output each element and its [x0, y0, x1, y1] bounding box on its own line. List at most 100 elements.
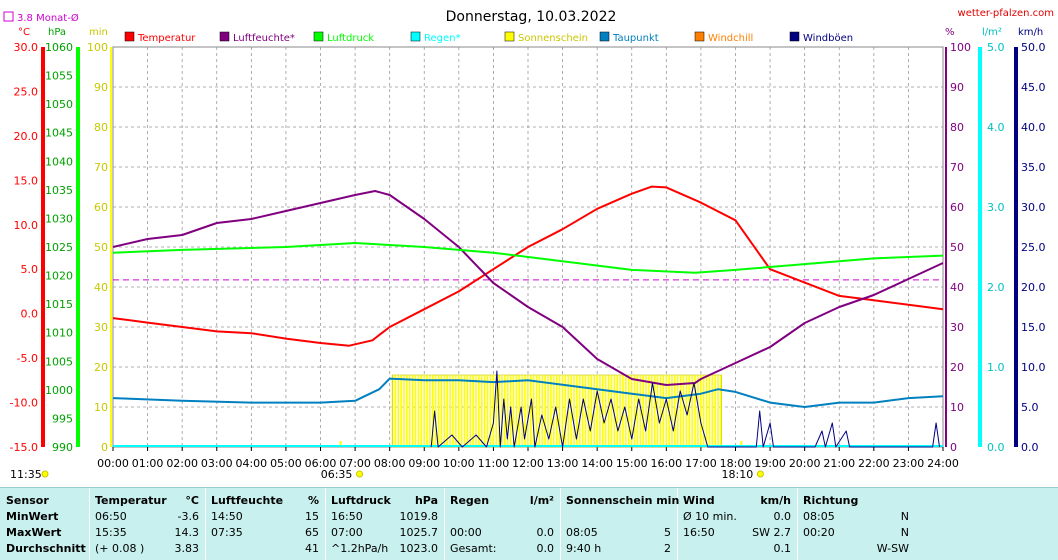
min-tick-6: 40 [94, 281, 108, 294]
press-tick-8: 1020 [45, 270, 73, 283]
temp-tick-5: 5.0 [21, 263, 39, 276]
x-tick-19: 19:00 [754, 457, 786, 470]
min-tick-7: 30 [94, 321, 108, 334]
temp-tick-0: 30.0 [14, 41, 39, 54]
min-tick-1: 90 [94, 81, 108, 94]
temp-tick-2: 20.0 [14, 130, 39, 143]
x-tick-21: 21:00 [823, 457, 855, 470]
legend-label-1: Luftfeuchte* [233, 33, 295, 44]
stats-cell-time: 00:00 [450, 526, 482, 539]
unit-temp: °C [18, 27, 30, 38]
rain-tick-1: 4.0 [987, 121, 1005, 134]
stats-cell-value: 2 [664, 542, 671, 555]
stats-unit-3: hPa [414, 494, 438, 507]
press-tick-12: 1000 [45, 384, 73, 397]
unit-hum: % [945, 27, 955, 38]
legend-swatch-5 [599, 31, 610, 42]
min-tick-4: 60 [94, 201, 108, 214]
x-tick-20: 20:00 [789, 457, 821, 470]
series-line-3 [112, 377, 944, 408]
press-tick-2: 1050 [45, 98, 73, 111]
x-tick-6: 06:00 [305, 457, 337, 470]
press-tick-13: 995 [52, 412, 73, 425]
wind-tick-4: 30.0 [1021, 201, 1046, 214]
wind-tick-3: 35.0 [1021, 161, 1046, 174]
x-tick-12: 12:00 [512, 457, 544, 470]
wind-axis-bar [1014, 47, 1018, 447]
stats-cell-value: W-SW [876, 542, 909, 555]
stats-unit-1: °C [185, 494, 199, 507]
hum-tick-8: 20 [950, 361, 964, 374]
stats-cell-value: N [900, 510, 909, 523]
x-tick-22: 22:00 [858, 457, 890, 470]
x-tick-11: 11:00 [478, 457, 510, 470]
stats-row-label-1: MaxWert [6, 526, 62, 539]
x-tick-9: 09:00 [408, 457, 440, 470]
hum-tick-6: 40 [950, 281, 964, 294]
unit-rain: l/m² [982, 27, 1002, 38]
hum-tick-4: 60 [950, 201, 964, 214]
sun-icon-1 [756, 470, 764, 478]
weather-chart: Donnerstag, 10.03.2022 wetter-pfalzen.co… [3, 8, 1054, 481]
hum-tick-3: 70 [950, 161, 964, 174]
wind-tick-5: 25.0 [1021, 241, 1046, 254]
min-tick-3: 70 [94, 161, 108, 174]
stats-cell-value: 65 [305, 526, 319, 539]
sun-mark-label-1: 18:10 [722, 468, 754, 481]
stats-column-3 [325, 488, 444, 560]
unit-press: hPa [48, 27, 66, 38]
legend-label-5: Taupunkt [612, 33, 659, 44]
wind-tick-9: 5.0 [1021, 401, 1039, 414]
stats-header-6: Wind [683, 494, 715, 507]
press-tick-6: 1030 [45, 212, 73, 225]
stats-cell-time: 16:50 [331, 510, 363, 523]
statistics-table: Sensor Temperatur °C Luftfeuchte% Luftdruck h… [0, 487, 1058, 560]
x-tick-7: 07:00 [339, 457, 371, 470]
press-tick-5: 1035 [45, 184, 73, 197]
temp-tick-7: -5.0 [17, 352, 38, 365]
stats-cell-value: 41 [305, 542, 319, 555]
x-tick-1: 01:00 [132, 457, 164, 470]
stats-cell-time: 14:50 [211, 510, 243, 523]
stats-cell-time: 08:05 [803, 510, 835, 523]
wind-tick-10: 0.0 [1021, 441, 1039, 454]
stats-column-7 [797, 488, 915, 560]
x-tick-5: 05:00 [270, 457, 302, 470]
x-tick-8: 08:00 [374, 457, 406, 470]
press-tick-9: 1015 [45, 298, 73, 311]
rain-tick-4: 1.0 [987, 361, 1005, 374]
x-tick-18: 18:00 [720, 457, 752, 470]
legend-label-6: Windchill [708, 33, 753, 44]
legend-label-2: Luftdruck [327, 33, 374, 44]
legend-swatch-1 [219, 31, 230, 42]
press-tick-3: 1045 [45, 127, 73, 140]
temp-tick-9: -15.0 [10, 441, 38, 454]
x-tick-13: 13:00 [547, 457, 579, 470]
stats-column-2 [205, 488, 325, 560]
stats-cell-value: 1025.7 [399, 526, 439, 539]
wind-tick-6: 20.0 [1021, 281, 1046, 294]
rain-tick-3: 2.0 [987, 281, 1005, 294]
temp-tick-1: 25.0 [14, 85, 39, 98]
press-tick-7: 1025 [45, 241, 73, 254]
stats-cell-value: 0.0 [536, 526, 555, 539]
site-name[interactable]: wetter-pfalzen.com [958, 8, 1054, 19]
stats-header-4: Regen [450, 494, 490, 507]
hum-tick-7: 30 [950, 321, 964, 334]
stats-cell-time: 08:05 [566, 526, 598, 539]
rain-tick-0: 5.0 [987, 41, 1005, 54]
series-line-4 [430, 370, 940, 448]
legend-label-7: Windböen [803, 33, 853, 44]
stats-column-5 [560, 488, 677, 560]
temp-tick-6: 0.0 [21, 308, 39, 321]
stats-header-7: Richtung [803, 494, 859, 507]
rain-tick-2: 3.0 [987, 201, 1005, 214]
stats-cell-time: 16:50 [683, 526, 715, 539]
stats-cell-value: 3.83 [174, 542, 200, 555]
legend-swatch-0 [124, 31, 135, 42]
min-tick-8: 20 [94, 361, 108, 374]
stats-cell-value: 0.0 [773, 510, 792, 523]
legend-label-4: Sonnenschein [518, 33, 588, 44]
stats-cell-time: 07:00 [331, 526, 363, 539]
stats-cell-time: ^1.2hPa/h [331, 542, 389, 555]
